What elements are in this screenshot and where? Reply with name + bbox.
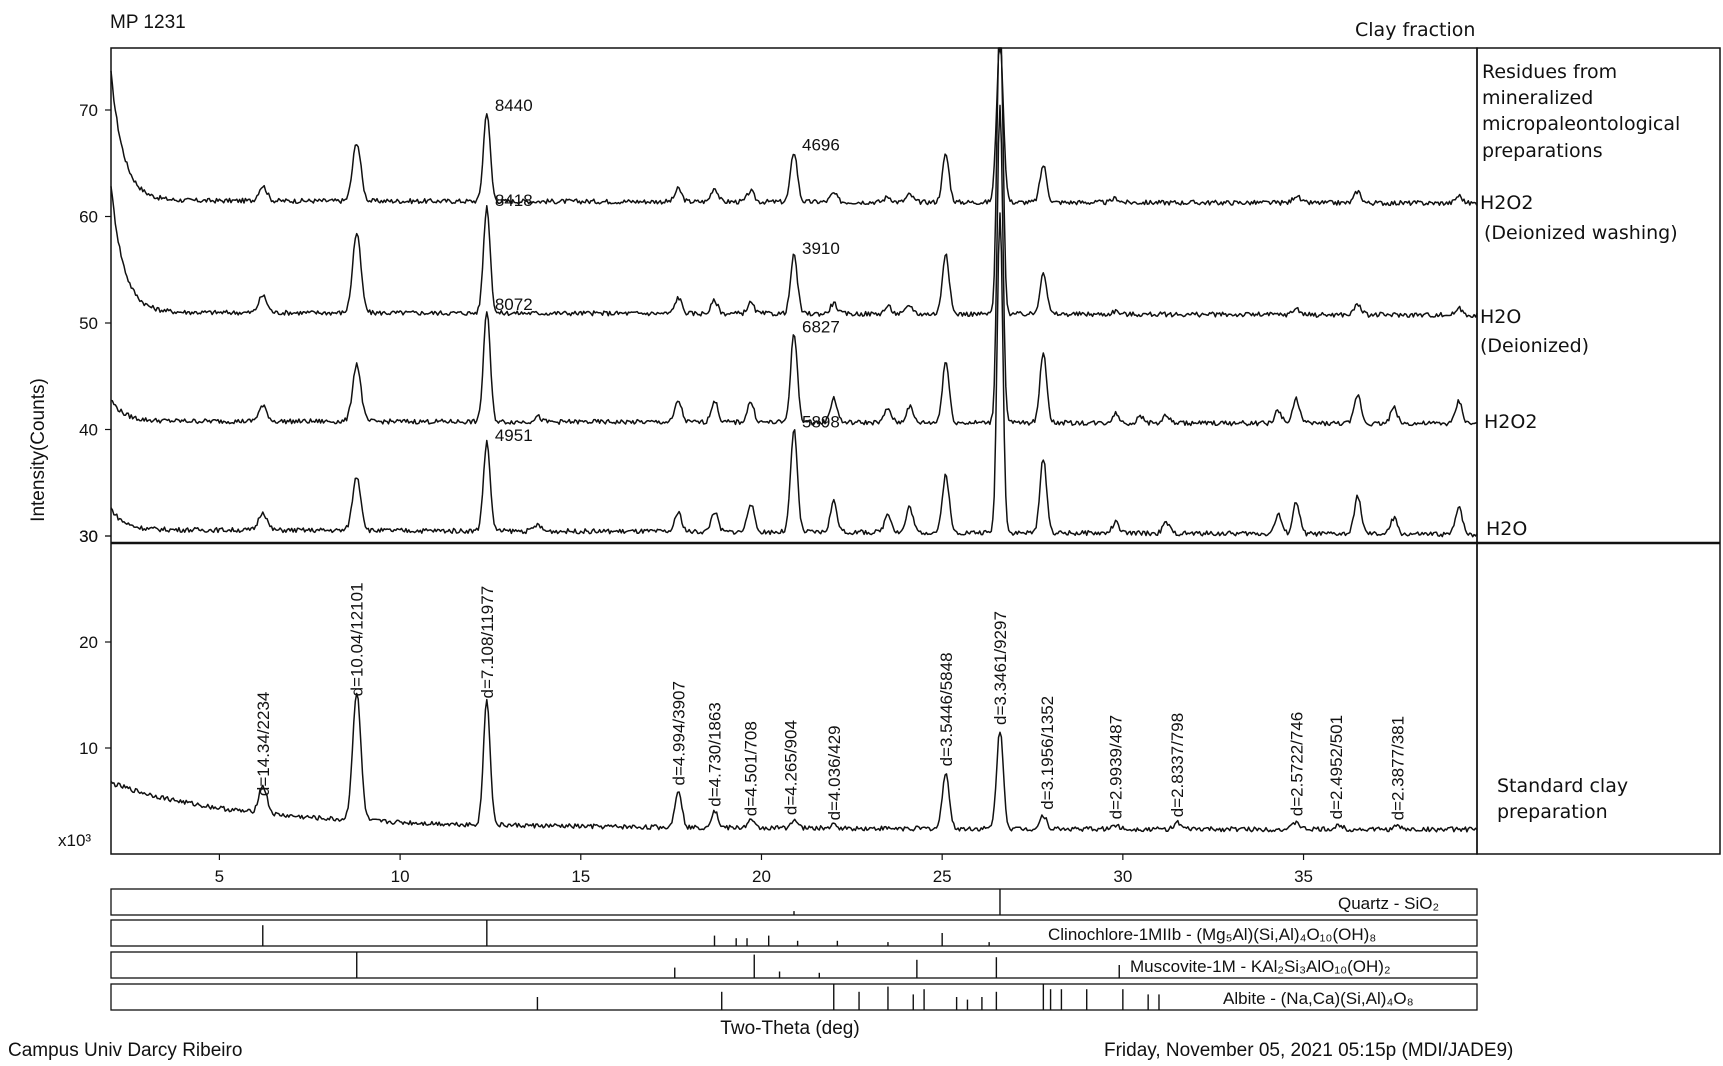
x-axis: 5 10 15 20 25 30 35: [215, 854, 1313, 886]
peak-label: d=4.730/1863: [706, 702, 725, 806]
peak-label: 3910: [802, 239, 840, 258]
phase-label-bg: [1126, 954, 1475, 976]
upper-panel-label: Residues from mineralized micropaleontol…: [1482, 61, 1686, 162]
peak-label: d=3.5446/5848: [937, 652, 956, 766]
x-axis-title: Two-Theta (deg): [720, 1018, 859, 1039]
peak-annotations: 8440 4696 8418 3910 8072 6827 4951 5898 d=14.34/…: [254, 96, 1408, 820]
upper-y-axis: 30 40 50 60 70: [79, 101, 111, 546]
phase-bar: Clinochlore-1MIIb - (Mg₅Al)(Si,Al)₄O₁₀(O…: [110, 919, 1478, 947]
y-tick-label: 70: [79, 101, 98, 120]
x-tick-label: 20: [752, 867, 771, 886]
y-tick-label: 10: [79, 739, 98, 758]
sample-id: MP 1231: [110, 12, 186, 33]
y-axis-title: Intensity(Counts): [28, 378, 49, 522]
series-trace: [110, 212, 1478, 538]
series-label-h2o-deionized: H2O (Deionized): [1480, 306, 1589, 357]
reference-phase-bars: Quartz - SiO₂ Clinochlore-1MIIb - (Mg₅Al)…: [110, 888, 1478, 1011]
lower-y-axis: 10 20 30: [79, 527, 111, 758]
y-multiplier: x10³: [58, 831, 91, 850]
peak-label: d=2.3877/381: [1389, 716, 1408, 820]
peak-label: d=14.34/2234: [254, 692, 273, 796]
phase-bar: Quartz - SiO₂: [110, 888, 1478, 916]
peak-label: d=10.04/12101: [348, 582, 367, 696]
x-tick-label: 35: [1294, 867, 1313, 886]
x-tick-label: 15: [571, 867, 590, 886]
series-trace: [110, 47, 1478, 318]
x-tick-label: 30: [1113, 867, 1132, 886]
phase-label: Clinochlore-1MIIb - (Mg₅Al)(Si,Al)₄O₁₀(O…: [1048, 925, 1376, 944]
peak-label: d=4.501/708: [742, 721, 761, 816]
peak-label: 4951: [495, 426, 533, 445]
peak-label: d=7.108/11977: [478, 586, 497, 699]
phase-label-bg: [1334, 891, 1475, 913]
peak-label: 8440: [495, 96, 533, 115]
phase-label: Quartz - SiO₂: [1338, 894, 1439, 913]
peak-label: d=4.036/429: [825, 725, 844, 820]
series-label-h2o2-washing: H2O2 (Deionized washing): [1480, 192, 1678, 244]
peak-label: 8072: [495, 295, 533, 314]
series-trace: [110, 47, 1478, 207]
peak-label: d=2.5722/746: [1287, 712, 1306, 816]
peak-label: d=2.9939/487: [1107, 715, 1126, 819]
series-trace: [110, 692, 1478, 833]
series-label-h2o: H2O: [1486, 518, 1527, 540]
series-traces: [110, 47, 1478, 833]
peak-label: d=4.265/904: [781, 720, 800, 815]
x-tick-label: 5: [215, 867, 224, 886]
peak-label: d=4.994/3907: [669, 681, 688, 785]
y-tick-label: 20: [79, 633, 98, 652]
peak-label: d=2.8337/798: [1168, 713, 1187, 817]
series-label-h2o2: H2O2: [1484, 411, 1537, 433]
peak-label: d=3.1956/1352: [1038, 696, 1057, 810]
series-trace: [110, 104, 1478, 427]
footer-right: Friday, November 05, 2021 05:15p (MDI/JA…: [1104, 1040, 1513, 1061]
peak-label: d=3.3461/9297: [991, 611, 1010, 725]
peak-label: 5898: [802, 412, 840, 431]
y-tick-label: 50: [79, 314, 98, 333]
peak-label: 6827: [802, 318, 840, 337]
phase-label-bg: [1219, 986, 1475, 1008]
peak-label: d=2.4952/501: [1327, 715, 1346, 819]
phase-label: Albite - (Na,Ca)(Si,Al)₄O₈: [1223, 989, 1414, 1008]
peak-label: 8418: [495, 191, 533, 210]
lower-panel-label: Standard clay preparation: [1497, 775, 1634, 823]
phase-label: Muscovite-1M - KAl₂Si₃AlO₁₀(OH)₂: [1130, 957, 1391, 976]
y-tick-label: 40: [79, 421, 98, 440]
phase-bar: Albite - (Na,Ca)(Si,Al)₄O₈: [110, 983, 1478, 1011]
x-tick-label: 25: [933, 867, 952, 886]
section-title: Clay fraction: [1355, 19, 1475, 41]
y-tick-label: 30: [79, 527, 98, 546]
y-tick-label: 60: [79, 208, 98, 227]
footer-left: Campus Univ Darcy Ribeiro: [8, 1040, 242, 1061]
peak-label: 4696: [802, 135, 840, 154]
x-tick-label: 10: [391, 867, 410, 886]
phase-label-bg: [1044, 922, 1475, 944]
phase-bar: Muscovite-1M - KAl₂Si₃AlO₁₀(OH)₂: [110, 951, 1478, 979]
label-column-frame: [1476, 47, 1721, 855]
y-tick-label: 30: [79, 527, 98, 546]
